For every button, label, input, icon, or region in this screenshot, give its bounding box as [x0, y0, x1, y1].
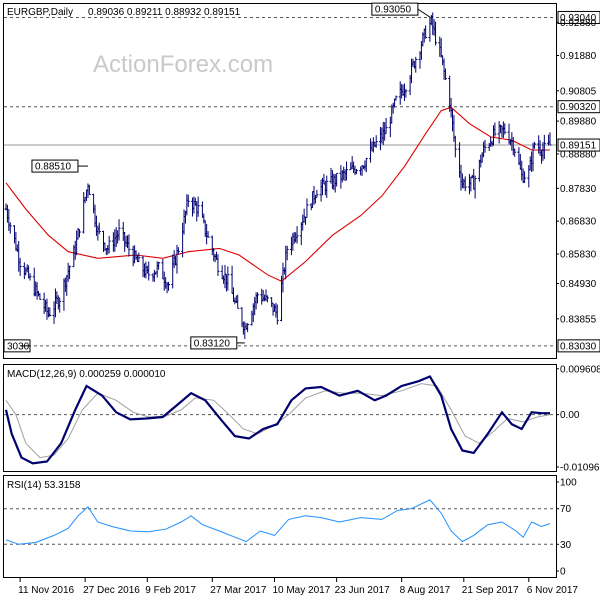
rsi-tick-label: 30: [560, 540, 572, 551]
x-tick-label: 6 Nov 2017: [527, 585, 579, 596]
rsi-panel-frame: [3, 475, 557, 578]
annotation-label: 3030: [7, 341, 30, 352]
x-tick-label: 27 Dec 2016: [83, 585, 140, 596]
annotation-label: 0.83120: [194, 338, 231, 349]
price-panel-frame: [3, 3, 557, 359]
annotation-label: 0.93050: [375, 5, 412, 16]
ohlc-values: 0.89036 0.89211 0.88932 0.89151: [88, 7, 241, 18]
x-tick-label: 9 Feb 2017: [145, 585, 196, 596]
price-marker-box: [557, 100, 600, 114]
price-tick-label: 0.88880: [560, 149, 597, 160]
rsi-label: RSI(14) 53.3158: [7, 480, 81, 491]
price-tick-label: 0.84930: [560, 279, 597, 290]
price-tick-label: 0.91880: [560, 51, 597, 62]
x-tick-label: 23 Jun 2017: [335, 585, 390, 596]
price-marker-box: [557, 339, 600, 353]
price-marker-label: 0.83030: [560, 341, 597, 352]
rsi-tick-label: 100: [560, 478, 577, 489]
rsi-tick-label: 0: [560, 567, 566, 578]
price-tick-label: 0.83855: [560, 314, 597, 325]
price-marker-label: 0.90320: [560, 102, 597, 113]
x-tick-label: 10 May 2017: [272, 585, 330, 596]
macd-tick-label: -0.010961: [560, 462, 600, 473]
price-tick-label: 0.89880: [560, 117, 597, 128]
annotation-label: 0.88510: [35, 162, 72, 173]
price-tick-label: 0.85830: [560, 249, 597, 260]
price-marker-label: 0.89151: [560, 141, 597, 152]
macd-signal-line: [5, 383, 551, 459]
symbol-label: EURGBP,Daily: [7, 7, 73, 18]
macd-line: [4, 375, 550, 465]
price-tick-label: 0.92880: [560, 18, 597, 29]
macd-tick-label: 0.00: [560, 410, 580, 421]
rsi-tick-label: 70: [560, 504, 572, 515]
x-tick-label: 27 Mar 2017: [210, 585, 267, 596]
x-tick-label: 21 Sep 2017: [462, 585, 519, 596]
price-marker-label: 0.93040: [560, 13, 597, 24]
annotation-leader: [417, 8, 431, 18]
x-tick-label: 11 Nov 2016: [18, 585, 74, 596]
rsi-line: [5, 499, 551, 545]
price-tick-label: 0.90805: [560, 86, 597, 97]
price-marker-box: [557, 10, 600, 24]
moving-average-line: [5, 106, 550, 282]
macd-panel-frame: [3, 364, 557, 472]
x-tick-label: 8 Aug 2017: [400, 585, 451, 596]
macd-tick-label: 0.009608: [560, 364, 600, 375]
price-tick-label: 0.87830: [560, 184, 597, 195]
watermark: ActionForex.com: [93, 51, 273, 78]
macd-label: MACD(12,26,9) 0.000259 0.000010: [7, 369, 166, 380]
price-marker-box: [557, 138, 600, 152]
price-tick-label: 0.86830: [560, 217, 597, 228]
